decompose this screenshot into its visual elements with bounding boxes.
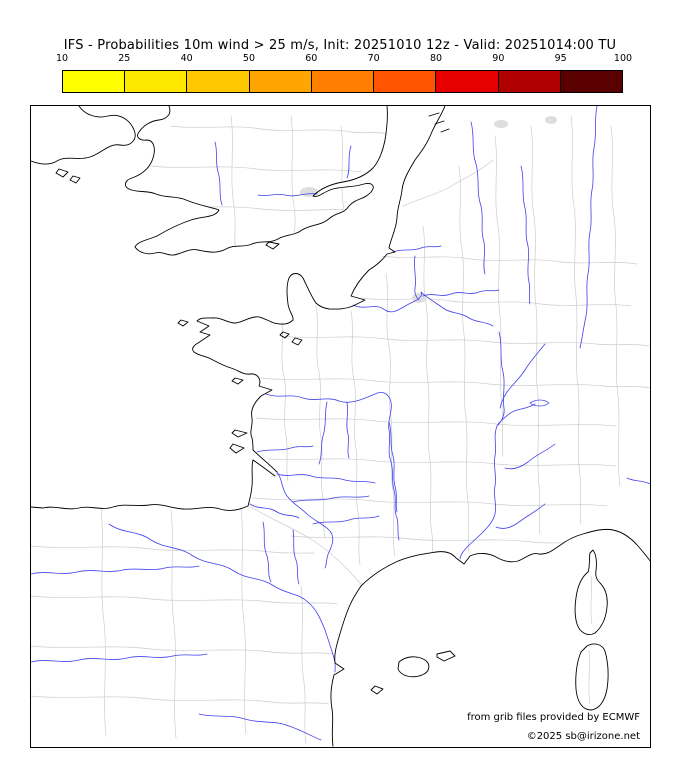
colorbar-tick-label: 10 [55, 53, 69, 64]
colorbar-segment [311, 71, 375, 92]
admin-boundaries [31, 115, 650, 745]
colorbar-segment [560, 71, 622, 92]
colorbar-segment [249, 71, 312, 92]
credit-ecmwf: from grib files provided by ECMWF [467, 712, 640, 723]
colorbar-tick-label: 25 [118, 53, 131, 64]
coast-zeeland-inlets [428, 112, 450, 133]
colorbar-tick-label: 50 [242, 53, 256, 64]
map-title: IFS - Probabilities 10m wind > 25 m/s, I… [63, 38, 617, 53]
coast-continental [192, 106, 446, 473]
colorbar-tick-label: 80 [429, 53, 443, 64]
probability-colorbar [62, 70, 623, 93]
colorbar-tick-labels: 10 25 40 50 60 70 80 90 95 100 [56, 53, 632, 67]
colorbar-segment [374, 71, 437, 92]
colorbar-segment [436, 71, 499, 92]
colorbar-tick-label: 100 [613, 53, 633, 64]
colorbar-tick-label: 40 [180, 53, 193, 64]
coast-ireland [31, 106, 136, 165]
coast-great-britain [125, 106, 388, 256]
map-svg [31, 106, 650, 747]
colorbar-tick-label: 95 [554, 53, 567, 64]
coast-balearics [370, 650, 456, 695]
coast-corsica [574, 549, 608, 635]
colorbar-segment [125, 71, 188, 92]
credit-irizone: ©2025 sb@irizone.net [526, 731, 640, 742]
coast-channel-islands [279, 331, 303, 346]
coast-mediterranean-france [360, 528, 650, 587]
coast-aquitaine-spain-north [31, 459, 276, 511]
coast-spain-east [330, 585, 362, 747]
colorbar-segment [498, 71, 561, 92]
colorbar-tick-label: 60 [305, 53, 318, 64]
colorbar-tick-label: 70 [367, 53, 380, 64]
colorbar-segment [63, 71, 126, 92]
colorbar-segment [187, 71, 250, 92]
colorbar-tick-label: 90 [492, 53, 505, 64]
coast-sardinia [575, 643, 609, 711]
rivers [31, 106, 650, 741]
map-frame: from grib files provided by ECMWF ©2025 … [30, 105, 651, 748]
coastlines [31, 106, 650, 747]
coast-small-islands [177, 241, 280, 454]
coast-irish-islets [55, 168, 81, 184]
